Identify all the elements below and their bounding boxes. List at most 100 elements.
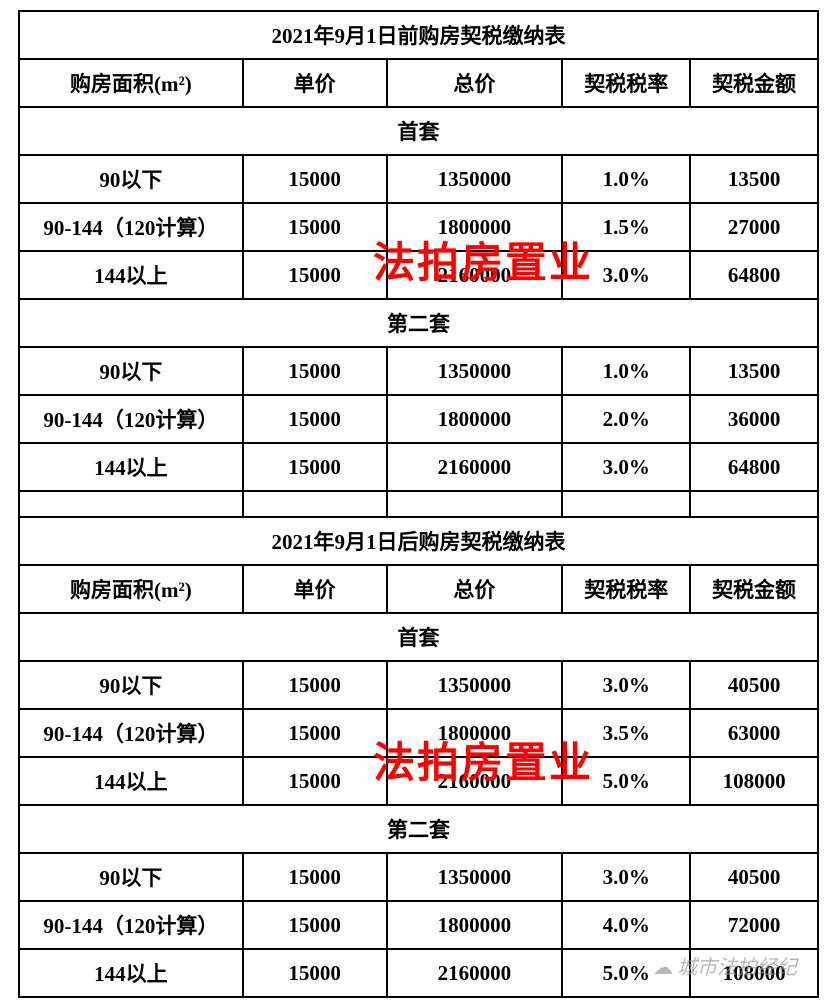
cell: 1800000 <box>387 901 563 949</box>
cell: 2.0% <box>562 395 690 443</box>
cell: 15000 <box>243 395 387 443</box>
deed-tax-table: 2021年9月1日前购房契税缴纳表 购房面积(m²) 单价 总价 契税税率 契税… <box>18 10 819 998</box>
section2-title: 2021年9月1日后购房契税缴纳表 <box>19 517 818 565</box>
blank-cell <box>690 491 818 517</box>
section2-group1-label: 首套 <box>19 613 818 661</box>
table-row: 90以下 15000 1350000 3.0% 40500 <box>19 661 818 709</box>
page-container: 法拍房置业 法拍房置业 2021年9月1日前购房契税缴纳表 购房面积(m²) 单… <box>0 0 837 1000</box>
cell: 15000 <box>243 901 387 949</box>
cell: 15000 <box>243 757 387 805</box>
cell: 15000 <box>243 251 387 299</box>
col-header-rate: 契税税率 <box>562 59 690 107</box>
cell: 1800000 <box>387 395 563 443</box>
cell: 15000 <box>243 949 387 997</box>
cell: 40500 <box>690 661 818 709</box>
cell: 3.5% <box>562 709 690 757</box>
cell: 2160000 <box>387 443 563 491</box>
cell: 90以下 <box>19 853 243 901</box>
col-header-totalprice: 总价 <box>387 59 563 107</box>
cell: 4.0% <box>562 901 690 949</box>
cell: 1800000 <box>387 203 563 251</box>
cell: 3.0% <box>562 251 690 299</box>
cell: 40500 <box>690 853 818 901</box>
cell: 144以上 <box>19 949 243 997</box>
cell: 90-144（120计算） <box>19 395 243 443</box>
cell: 3.0% <box>562 443 690 491</box>
cell: 5.0% <box>562 757 690 805</box>
cell: 1350000 <box>387 155 563 203</box>
cell: 1.0% <box>562 155 690 203</box>
cell: 90以下 <box>19 661 243 709</box>
col-header-area: 购房面积(m²) <box>19 59 243 107</box>
blank-cell <box>387 491 563 517</box>
cell: 15000 <box>243 709 387 757</box>
cell: 15000 <box>243 203 387 251</box>
cell: 15000 <box>243 853 387 901</box>
section2-title-row: 2021年9月1日后购房契税缴纳表 <box>19 517 818 565</box>
cell: 2160000 <box>387 757 563 805</box>
col-header-unitprice: 单价 <box>243 59 387 107</box>
table-row: 90以下 15000 1350000 3.0% 40500 <box>19 853 818 901</box>
cell: 1350000 <box>387 661 563 709</box>
cell: 108000 <box>690 757 818 805</box>
cell: 36000 <box>690 395 818 443</box>
col-header-totalprice: 总价 <box>387 565 563 613</box>
table-row: 90-144（120计算） 15000 1800000 4.0% 72000 <box>19 901 818 949</box>
separator-row <box>19 491 818 517</box>
cell: 64800 <box>690 443 818 491</box>
cell: 63000 <box>690 709 818 757</box>
col-header-area: 购房面积(m²) <box>19 565 243 613</box>
section2-group2-label-row: 第二套 <box>19 805 818 853</box>
cell: 108000 <box>690 949 818 997</box>
cell: 13500 <box>690 155 818 203</box>
section1-group1-label-row: 首套 <box>19 107 818 155</box>
table-row: 144以上 15000 2160000 5.0% 108000 <box>19 949 818 997</box>
cell: 64800 <box>690 251 818 299</box>
cell: 144以上 <box>19 251 243 299</box>
section1-group2-label: 第二套 <box>19 299 818 347</box>
cell: 90-144（120计算） <box>19 709 243 757</box>
cell: 3.0% <box>562 661 690 709</box>
cell: 90-144（120计算） <box>19 901 243 949</box>
section1-group1-label: 首套 <box>19 107 818 155</box>
cell: 72000 <box>690 901 818 949</box>
cell: 15000 <box>243 347 387 395</box>
cell: 2160000 <box>387 949 563 997</box>
cell: 27000 <box>690 203 818 251</box>
section1-title: 2021年9月1日前购房契税缴纳表 <box>19 11 818 59</box>
cell: 15000 <box>243 661 387 709</box>
section1-header-row: 购房面积(m²) 单价 总价 契税税率 契税金额 <box>19 59 818 107</box>
col-header-amount: 契税金额 <box>690 59 818 107</box>
cell: 1.5% <box>562 203 690 251</box>
cell: 90以下 <box>19 347 243 395</box>
blank-cell <box>19 491 243 517</box>
cell: 1350000 <box>387 853 563 901</box>
blank-cell <box>243 491 387 517</box>
cell: 1350000 <box>387 347 563 395</box>
table-row: 90-144（120计算） 15000 1800000 2.0% 36000 <box>19 395 818 443</box>
section1-title-row: 2021年9月1日前购房契税缴纳表 <box>19 11 818 59</box>
section2-header-row: 购房面积(m²) 单价 总价 契税税率 契税金额 <box>19 565 818 613</box>
cell: 3.0% <box>562 853 690 901</box>
cell: 90-144（120计算） <box>19 203 243 251</box>
section2-group1-label-row: 首套 <box>19 613 818 661</box>
blank-cell <box>562 491 690 517</box>
table-row: 144以上 15000 2160000 5.0% 108000 <box>19 757 818 805</box>
table-row: 144以上 15000 2160000 3.0% 64800 <box>19 443 818 491</box>
table-row: 90以下 15000 1350000 1.0% 13500 <box>19 155 818 203</box>
cell: 2160000 <box>387 251 563 299</box>
cell: 15000 <box>243 155 387 203</box>
cell: 1.0% <box>562 347 690 395</box>
cell: 5.0% <box>562 949 690 997</box>
col-header-unitprice: 单价 <box>243 565 387 613</box>
table-row: 90以下 15000 1350000 1.0% 13500 <box>19 347 818 395</box>
section2-group2-label: 第二套 <box>19 805 818 853</box>
cell: 13500 <box>690 347 818 395</box>
col-header-rate: 契税税率 <box>562 565 690 613</box>
table-row: 90-144（120计算） 15000 1800000 3.5% 63000 <box>19 709 818 757</box>
col-header-amount: 契税金额 <box>690 565 818 613</box>
cell: 15000 <box>243 443 387 491</box>
table-row: 90-144（120计算） 15000 1800000 1.5% 27000 <box>19 203 818 251</box>
cell: 90以下 <box>19 155 243 203</box>
table-row: 144以上 15000 2160000 3.0% 64800 <box>19 251 818 299</box>
